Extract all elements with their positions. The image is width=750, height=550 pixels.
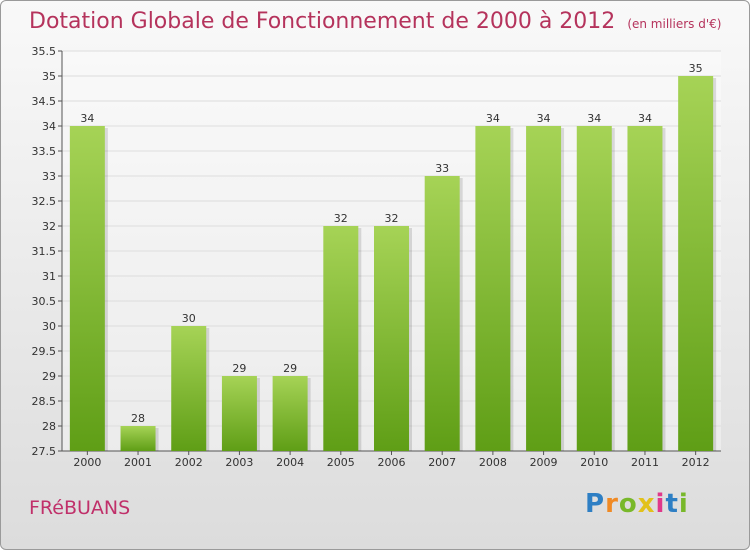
x-tick-label-2004: 2004 xyxy=(276,456,304,469)
bar-2012 xyxy=(678,76,714,451)
x-tick-label-2008: 2008 xyxy=(479,456,507,469)
data-label-2001: 28 xyxy=(131,412,145,425)
y-tick-label: 34 xyxy=(42,120,56,133)
y-tick-label: 29.5 xyxy=(32,345,57,358)
y-tick-label: 30.5 xyxy=(32,295,57,308)
commune-name: FRéBUANS xyxy=(29,497,131,519)
bar-2000 xyxy=(69,126,105,451)
y-tick-label: 29 xyxy=(42,370,56,383)
y-tick-label: 33 xyxy=(42,170,56,183)
data-label-2010: 34 xyxy=(587,112,601,125)
x-tick-label-2002: 2002 xyxy=(175,456,203,469)
x-tick-label-2010: 2010 xyxy=(580,456,608,469)
x-tick-label-2011: 2011 xyxy=(631,456,659,469)
chart-title-text: Dotation Globale de Fonctionnement de 20… xyxy=(29,9,616,34)
y-tick-label: 32 xyxy=(42,220,56,233)
x-tick-label-2001: 2001 xyxy=(124,456,152,469)
bar-2001 xyxy=(120,426,156,451)
bar-2005 xyxy=(323,226,359,451)
data-label-2000: 34 xyxy=(80,112,94,125)
bar-2003 xyxy=(221,376,257,451)
data-label-2005: 32 xyxy=(334,212,348,225)
data-label-2004: 29 xyxy=(283,362,297,375)
bar-2002 xyxy=(171,326,207,451)
y-tick-label: 28 xyxy=(42,420,56,433)
proxiti-logo: Proxiti xyxy=(585,489,689,519)
x-tick-label-2012: 2012 xyxy=(682,456,710,469)
data-label-2009: 34 xyxy=(537,112,551,125)
y-tick-label: 35 xyxy=(42,70,56,83)
data-label-2006: 32 xyxy=(385,212,399,225)
bar-2008 xyxy=(475,126,511,451)
y-tick-label: 31.5 xyxy=(32,245,57,258)
chart-title: Dotation Globale de Fonctionnement de 20… xyxy=(29,9,721,34)
data-label-2007: 33 xyxy=(435,162,449,175)
bar-2009 xyxy=(526,126,562,451)
bar-2010 xyxy=(576,126,612,451)
x-tick-label-2000: 2000 xyxy=(73,456,101,469)
data-label-2011: 34 xyxy=(638,112,652,125)
y-tick-label: 31 xyxy=(42,270,56,283)
bars xyxy=(69,76,717,451)
y-tick-label: 34.5 xyxy=(32,95,57,108)
data-label-2003: 29 xyxy=(232,362,246,375)
y-tick-label: 33.5 xyxy=(32,145,57,158)
data-label-2012: 35 xyxy=(689,62,703,75)
data-label-2008: 34 xyxy=(486,112,500,125)
x-tick-label-2006: 2006 xyxy=(378,456,406,469)
y-tick-label: 32.5 xyxy=(32,195,57,208)
y-tick-label: 30 xyxy=(42,320,56,333)
x-tick-label-2009: 2009 xyxy=(530,456,558,469)
data-label-2002: 30 xyxy=(182,312,196,325)
bar-2006 xyxy=(374,226,409,451)
chart-subtitle: (en milliers d'€) xyxy=(627,17,722,31)
y-tick-label: 28.5 xyxy=(32,395,57,408)
y-tick-label: 27.5 xyxy=(32,445,57,458)
x-tick-label-2007: 2007 xyxy=(428,456,456,469)
bar-2004 xyxy=(272,376,308,451)
bar-2011 xyxy=(627,126,663,451)
y-tick-label: 35.5 xyxy=(32,45,57,58)
x-tick-label-2005: 2005 xyxy=(327,456,355,469)
bar-2007 xyxy=(424,176,460,451)
x-tick-label-2003: 2003 xyxy=(225,456,253,469)
labels: 27.5 28 28.5 29 29.5 30 30.5 31 31.5 32 32.5 33 33.5… xyxy=(32,45,710,469)
